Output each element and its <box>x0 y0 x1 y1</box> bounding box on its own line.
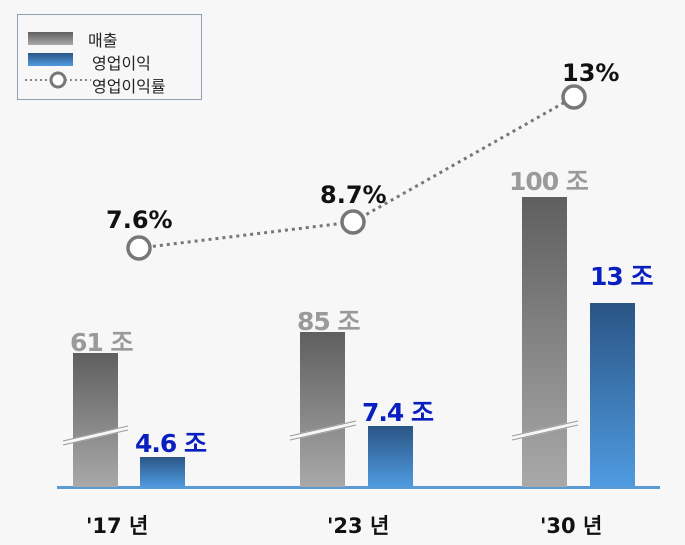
margin-point-2023 <box>340 209 366 235</box>
label-revenue-2030: 100 조 <box>509 167 589 196</box>
label-revenue-2023: 85 조 <box>297 307 360 336</box>
label-revenue-2017: 61 조 <box>70 328 133 357</box>
label-margin-2023: 8.7% <box>320 181 387 209</box>
legend-label-margin: 영업이익률 <box>92 77 166 96</box>
bar-revenue-2023 <box>300 332 345 487</box>
bar-op-profit-2017 <box>140 457 185 487</box>
bar-revenue-2017 <box>73 353 118 487</box>
bar-op-profit-2030 <box>590 303 635 487</box>
legend-swatch-revenue <box>28 32 73 45</box>
legend: 매출 영업이익 영업이익률 <box>17 14 202 100</box>
label-margin-2030: 13% <box>562 59 620 87</box>
label-op-profit-2023: 7.4 조 <box>362 398 434 427</box>
axis-break-marks <box>62 420 579 446</box>
legend-label-op-profit: 영업이익 <box>92 54 151 73</box>
margin-point-2017 <box>126 235 152 261</box>
x-tick-2023: '23 년 <box>327 514 390 538</box>
label-margin-2017: 7.6% <box>106 206 173 234</box>
label-op-profit-2030: 13 조 <box>590 262 653 291</box>
x-tick-2017: '17 년 <box>86 514 149 538</box>
legend-swatch-margin <box>25 71 91 89</box>
margin-line <box>138 95 575 250</box>
x-tick-2030: '30 년 <box>540 514 603 538</box>
x-axis-line <box>57 486 660 489</box>
label-op-profit-2017: 4.6 조 <box>135 429 207 458</box>
margin-point-2030 <box>561 84 587 110</box>
bar-revenue-2030 <box>522 197 567 487</box>
legend-swatch-op-profit <box>28 53 73 66</box>
bar-op-profit-2023 <box>368 426 413 487</box>
legend-label-revenue: 매출 <box>88 31 118 50</box>
